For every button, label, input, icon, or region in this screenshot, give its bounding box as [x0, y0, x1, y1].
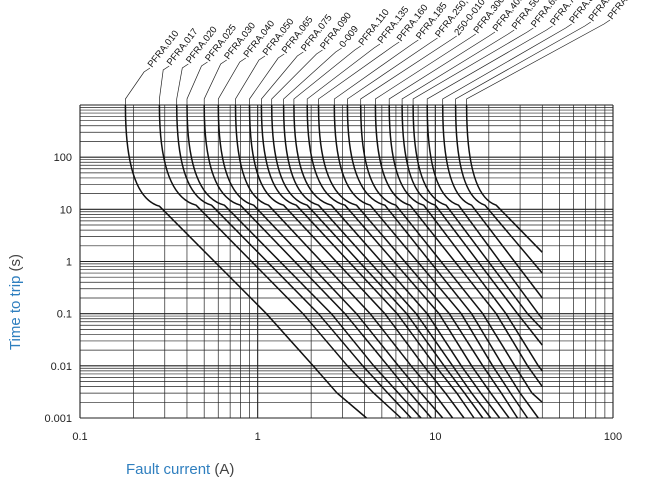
- tick-labels: 0.1 1 10 100 0.001 0.01 0.1 1 10 100: [44, 152, 622, 443]
- leader-line: [261, 51, 304, 105]
- x-tick-label: 100: [604, 431, 622, 443]
- trip-curve: [426, 104, 543, 320]
- trip-curve: [441, 104, 543, 299]
- trip-curve: [248, 104, 465, 419]
- leader-line: [176, 63, 189, 105]
- trip-curve: [454, 104, 543, 274]
- leader-line: [333, 39, 419, 105]
- trip-curve: [203, 104, 432, 419]
- leader-line: [217, 57, 246, 105]
- leader-line: [318, 41, 400, 105]
- leader-line: [159, 65, 170, 105]
- leader-line: [426, 25, 553, 105]
- trip-curves: [124, 104, 543, 419]
- trip-curve: [465, 104, 543, 253]
- x-axis-label: Fault current (A): [126, 461, 234, 478]
- trip-curve: [260, 104, 475, 419]
- trip-curve: [186, 104, 422, 419]
- leader-line: [306, 43, 381, 105]
- series-label: PFRA.1100: [606, 0, 644, 22]
- leader-line: [412, 27, 534, 105]
- y-tick-label: 0.01: [51, 361, 72, 373]
- y-tick-label: 10: [60, 204, 72, 216]
- leader-line: [271, 49, 323, 105]
- trip-curve: [158, 104, 402, 419]
- y-tick-label: 1: [66, 257, 72, 269]
- leader-line: [347, 37, 438, 105]
- series-labels: PFRA.010PFRA.017PFRA.020PFRA.025PFRA.030…: [125, 0, 644, 105]
- x-tick-label: 1: [255, 431, 261, 443]
- trip-curve: [388, 104, 543, 372]
- trip-curve: [270, 104, 484, 419]
- grid-lines: [79, 104, 614, 419]
- trip-curve: [282, 104, 492, 419]
- leader-line: [249, 53, 285, 105]
- leader-line: [360, 35, 457, 105]
- leader-line: [466, 19, 611, 105]
- leader-line: [455, 21, 591, 105]
- y-axis-label: Time to trip (s): [7, 254, 24, 350]
- leader-line: [375, 33, 476, 105]
- y-tick-label: 0.1: [57, 309, 72, 321]
- trip-curve: [333, 104, 529, 419]
- trip-curve: [234, 104, 454, 419]
- leader-line: [283, 47, 342, 105]
- trip-curve: [346, 104, 539, 419]
- trip-curve: [317, 104, 519, 419]
- leader-line: [293, 45, 361, 105]
- trip-curve: [175, 104, 412, 419]
- leader-line: [388, 31, 496, 105]
- trip-curve: [217, 104, 444, 419]
- leader-line: [186, 61, 208, 105]
- trip-curve: [124, 104, 367, 419]
- trip-curve: [359, 104, 543, 403]
- y-tick-label: 100: [54, 152, 72, 164]
- trip-curve: [306, 104, 510, 419]
- trip-curve: [293, 104, 501, 419]
- leader-line: [235, 55, 266, 105]
- leader-line: [401, 29, 515, 105]
- trip-curve: [401, 104, 543, 346]
- leader-line: [203, 59, 227, 105]
- leader-line: [442, 23, 572, 105]
- y-tick-label: 0.001: [44, 413, 72, 425]
- trip-curve: [374, 104, 543, 388]
- leader-line: [125, 67, 151, 105]
- x-tick-label: 10: [429, 431, 441, 443]
- x-tick-label: 0.1: [72, 431, 87, 443]
- trip-curve: [412, 104, 543, 330]
